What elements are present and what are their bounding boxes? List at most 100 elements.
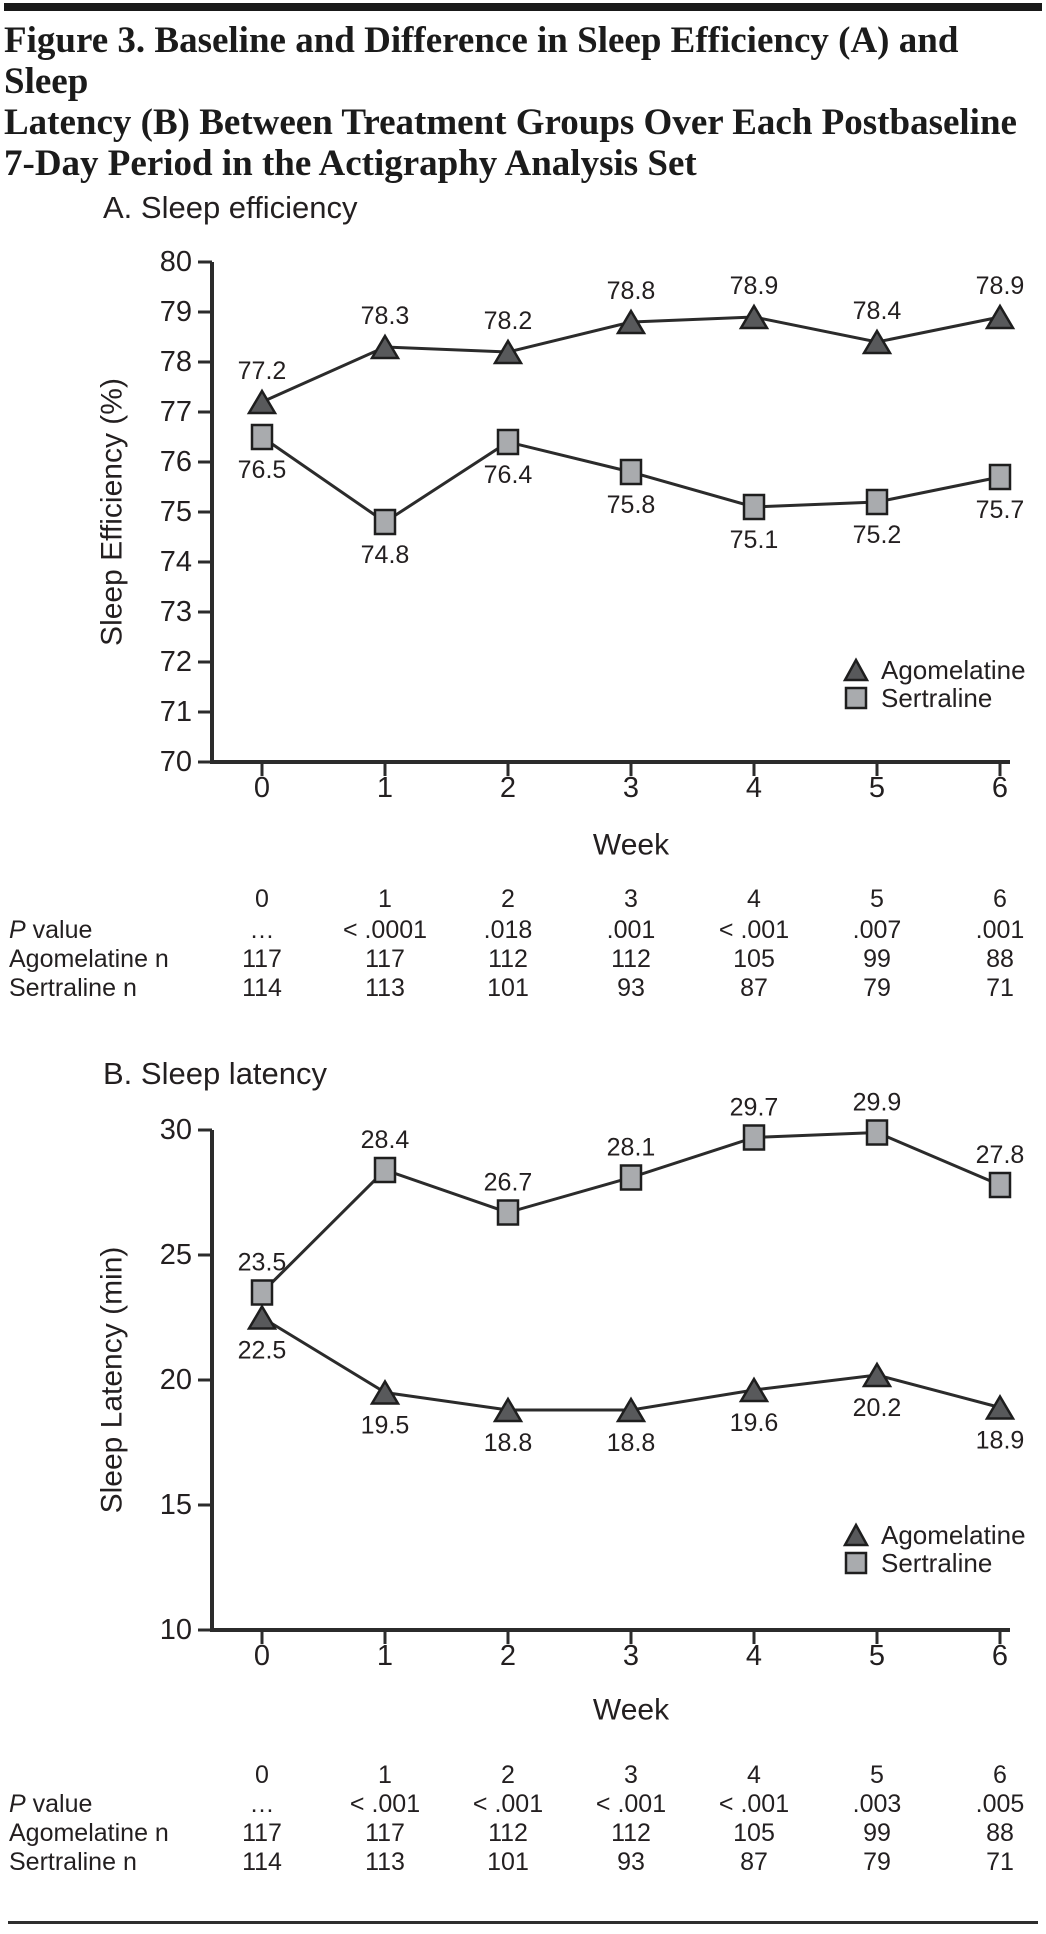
table-row-label: Agomelatine n: [9, 1819, 169, 1847]
table-week-header: 1: [378, 1761, 392, 1789]
data-label: 77.2: [238, 357, 287, 385]
triangle-marker: [492, 338, 524, 365]
triangle-marker: [984, 303, 1016, 330]
table-week-header: 5: [870, 1761, 884, 1789]
table-cell: < .001: [595, 1790, 667, 1818]
table-cell: 79: [863, 1848, 891, 1876]
square-marker: [496, 428, 520, 456]
table-cell: .001: [606, 916, 656, 944]
panel-sleep-latency: 10 15 20 25 30 0 1 2 3 4 5 6 Week Sleep Latency (min)…: [96, 1089, 1026, 1727]
legend-square-icon: [844, 1551, 868, 1575]
table-cell: < .001: [718, 916, 790, 944]
table-week-header: 0: [255, 1761, 269, 1789]
table-week-header: 4: [747, 1761, 761, 1789]
table-cell: 114: [242, 1848, 282, 1876]
triangle-marker: [861, 1361, 893, 1388]
y-tick-label: 80: [160, 246, 192, 278]
x-tick-label: 0: [254, 772, 270, 804]
y-tick-label: 77: [160, 396, 192, 428]
data-label: 78.3: [361, 302, 410, 330]
table-cell: 117: [365, 1819, 405, 1847]
triangle-marker: [369, 1379, 401, 1405]
data-label: 78.4: [853, 297, 902, 325]
y-tick-label: 25: [160, 1239, 192, 1271]
panel-sleep-efficiency: 70 71 72 73 74 75 76 77 78 79 80 0 1 2 3 4 5 6 Week Sleep E…: [96, 246, 1026, 862]
x-tick-label: 2: [500, 772, 516, 804]
y-tick-label: 20: [160, 1364, 192, 1396]
y-tick-label: 75: [160, 496, 192, 528]
x-tick-label: 4: [746, 772, 762, 804]
x-tick-label: 5: [869, 1640, 885, 1672]
data-label: 28.4: [361, 1126, 410, 1154]
y-tick-label: 71: [160, 696, 192, 728]
data-label: 76.5: [238, 456, 287, 484]
table-cell: 93: [617, 974, 645, 1002]
table-cell: 71: [986, 974, 1014, 1002]
y-tick-label: 79: [160, 296, 192, 328]
table-week-header: 3: [624, 1761, 638, 1789]
table-cell: .005: [975, 1790, 1025, 1818]
data-label: 27.8: [976, 1141, 1025, 1169]
table-week-header: 2: [501, 1761, 515, 1789]
table-cell: .018: [483, 916, 533, 944]
data-label: 18.8: [484, 1429, 533, 1457]
bottom-rule-bar: [8, 1921, 1038, 1924]
x-tick-label: 2: [500, 1640, 516, 1672]
table-week-header: 5: [870, 885, 884, 913]
x-tick-label: 1: [377, 1640, 393, 1672]
data-label: 75.1: [730, 526, 779, 554]
data-label: 78.9: [976, 272, 1025, 300]
table-cell: 117: [365, 945, 405, 973]
top-rule-bar: [4, 3, 1042, 11]
table-cell: 88: [986, 945, 1014, 973]
legend-triangle-icon: [842, 1522, 870, 1547]
y-tick-label: 70: [160, 746, 192, 778]
triangle-marker: [984, 1394, 1016, 1420]
y-tick-label: 73: [160, 596, 192, 628]
y-tick-label: 78: [160, 346, 192, 378]
x-tick-label: 1: [377, 772, 393, 804]
table-row-label: P value: [9, 916, 93, 944]
table-cell: …: [249, 1790, 275, 1818]
square-marker: [742, 1124, 766, 1151]
table-cell: 113: [365, 1848, 405, 1876]
x-tick-label: 6: [992, 1640, 1008, 1672]
legend-triangle-icon: [842, 657, 870, 682]
table-week-header: 0: [255, 885, 269, 913]
y-tick-label: 74: [160, 546, 192, 578]
legend-label: Sertraline: [881, 683, 992, 713]
table-week-header: 6: [993, 1761, 1007, 1789]
table-week-header: 3: [624, 885, 638, 913]
y-tick-label: 10: [160, 1614, 192, 1646]
square-marker: [619, 458, 643, 486]
table-cell: 112: [611, 945, 651, 973]
panel-a-heading: A. Sleep efficiency: [103, 190, 358, 225]
square-marker: [250, 423, 274, 451]
triangle-marker: [369, 333, 401, 360]
triangle-marker: [738, 303, 770, 330]
y-tick-label: 72: [160, 646, 192, 678]
table-cell: 113: [365, 974, 405, 1002]
table-cell: 93: [617, 1848, 645, 1876]
table-cell: .001: [975, 916, 1025, 944]
data-label: 19.5: [361, 1412, 410, 1440]
triangle-marker: [246, 1304, 278, 1330]
data-label: 18.8: [607, 1429, 656, 1457]
table-week-header: 4: [747, 885, 761, 913]
table-cell: .003: [852, 1790, 902, 1818]
table-cell: < .001: [718, 1790, 790, 1818]
triangle-marker: [246, 388, 278, 415]
table-cell: 117: [242, 1819, 282, 1847]
data-label: 78.2: [484, 307, 533, 335]
triangle-marker: [615, 1396, 647, 1423]
table-cell: < .0001: [342, 916, 428, 944]
table-cell: …: [249, 916, 275, 944]
triangle-marker: [861, 328, 893, 355]
legend-label: Agomelatine: [881, 1520, 1026, 1550]
square-marker: [250, 1279, 274, 1306]
square-marker: [742, 493, 766, 521]
data-label: 29.7: [730, 1094, 779, 1122]
table-cell: 101: [487, 1848, 529, 1876]
